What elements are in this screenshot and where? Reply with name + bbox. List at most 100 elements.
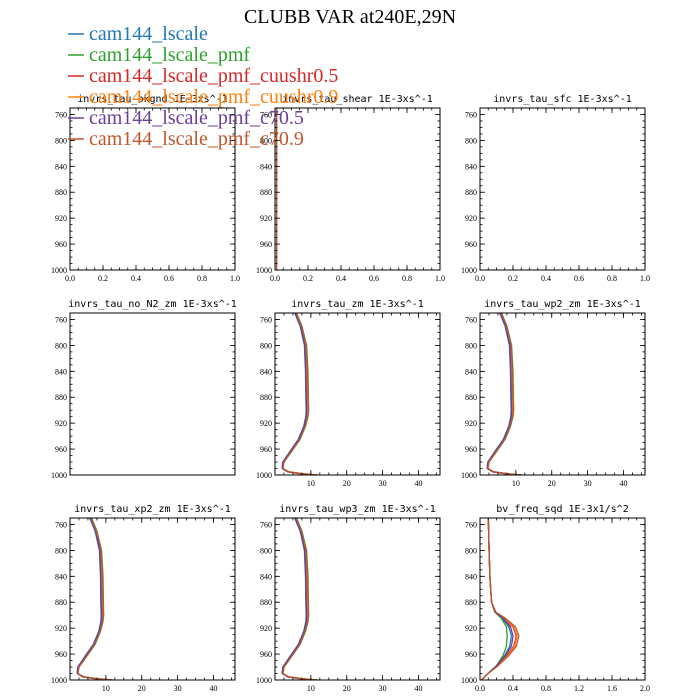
y-tick-label: 1000 [51, 676, 67, 685]
y-tick-label: 1000 [461, 471, 477, 480]
y-tick-label: 800 [465, 546, 477, 555]
x-tick-label: 0.6 [369, 274, 379, 283]
y-tick-label: 960 [55, 445, 67, 454]
series-line [486, 313, 522, 475]
panel: invrs_tau_wp2_zm 1E-3xs^-1 760 800 840 880 92… [461, 299, 646, 488]
y-tick-label: 840 [55, 162, 67, 171]
x-tick-label: 10 [512, 479, 520, 488]
x-tick-label: 0.8 [607, 274, 617, 283]
y-tick-label: 800 [260, 136, 272, 145]
series-line [76, 518, 111, 680]
y-tick-label: 840 [55, 572, 67, 581]
series-line [281, 313, 316, 475]
series-line [281, 313, 315, 475]
series-line [481, 518, 508, 680]
y-tick-label: 800 [465, 341, 477, 350]
y-tick-label: 840 [465, 162, 477, 171]
x-tick-label: 0.8 [197, 274, 207, 283]
series-line [76, 518, 111, 680]
y-tick-label: 920 [465, 624, 477, 633]
x-tick-label: 40 [414, 684, 422, 693]
series-line [486, 313, 521, 475]
series-group [281, 313, 319, 475]
x-tick-label: 10 [307, 684, 315, 693]
y-tick-label: 880 [260, 188, 272, 197]
panel-title: invrs_tau_wp3_zm 1E-3xs^-1 [279, 504, 436, 515]
series-line [281, 518, 316, 680]
y-tick-label: 920 [465, 214, 477, 223]
panel-title: invrs_tau_zm 1E-3xs^-1 [291, 299, 423, 310]
legend-label: cam144_lscale_pmf_cuushr0.9 [89, 86, 338, 108]
y-tick-label: 800 [55, 341, 67, 350]
panel-grid: invrs_tau_bkgnd 1E-3xs^-1 760 800 840 880 920… [51, 94, 650, 693]
panel: invrs_tau_xp2_zm 1E-3xs^-1 760 800 840 880 92… [51, 504, 236, 693]
y-tick-label: 960 [465, 445, 477, 454]
y-tick-label: 840 [465, 572, 477, 581]
x-tick-label: 40 [414, 479, 422, 488]
y-tick-label: 840 [260, 367, 272, 376]
y-tick-label: 840 [260, 162, 272, 171]
x-tick-label: 1.2 [574, 684, 584, 693]
legend-label: cam144_lscale_pmf_c70.5 [89, 107, 304, 129]
y-tick-label: 760 [465, 520, 477, 529]
plot-frame [69, 517, 236, 681]
legend-label: cam144_lscale_pmf_c70.9 [89, 128, 304, 150]
series-group [486, 313, 524, 475]
y-tick-label: 920 [55, 419, 67, 428]
series-line [77, 518, 114, 680]
y-tick-label: 920 [55, 624, 67, 633]
y-tick-label: 760 [465, 315, 477, 324]
y-tick-label: 1000 [256, 676, 272, 685]
series-group [76, 518, 114, 680]
series-line [487, 313, 524, 475]
x-tick-label: 0.4 [508, 684, 518, 693]
y-tick-label: 960 [260, 240, 272, 249]
series-line [486, 313, 520, 475]
y-tick-label: 1000 [51, 471, 67, 480]
y-tick-label: 880 [260, 598, 272, 607]
series-line [281, 313, 316, 475]
panel: invrs_tau_wp3_zm 1E-3xs^-1 760 800 840 880 92… [256, 504, 441, 693]
plot-frame [274, 517, 441, 681]
y-tick-label: 1000 [461, 676, 477, 685]
y-tick-label: 960 [55, 650, 67, 659]
x-tick-label: 20 [548, 479, 556, 488]
x-tick-label: 0.0 [65, 274, 75, 283]
y-tick-label: 760 [55, 315, 67, 324]
y-tick-label: 800 [260, 546, 272, 555]
x-tick-label: 40 [209, 684, 217, 693]
y-tick-label: 800 [55, 546, 67, 555]
y-tick-label: 880 [55, 188, 67, 197]
series-group [481, 518, 520, 680]
series-line [481, 518, 520, 680]
y-tick-label: 960 [465, 240, 477, 249]
y-tick-label: 920 [465, 419, 477, 428]
legend-label: cam144_lscale [89, 23, 208, 45]
x-tick-label: 20 [138, 684, 146, 693]
y-tick-label: 960 [465, 650, 477, 659]
series-line [481, 518, 518, 680]
series-line [282, 313, 318, 475]
y-tick-label: 920 [55, 214, 67, 223]
y-tick-label: 1000 [51, 266, 67, 275]
plot-frame [479, 107, 646, 271]
series-line [282, 518, 319, 680]
y-tick-label: 920 [260, 419, 272, 428]
x-tick-label: 0.4 [131, 274, 141, 283]
y-tick-label: 880 [465, 598, 477, 607]
y-tick-label: 760 [260, 520, 272, 529]
y-tick-label: 800 [55, 136, 67, 145]
series-line [77, 518, 113, 680]
y-tick-label: 800 [465, 136, 477, 145]
y-tick-label: 960 [260, 650, 272, 659]
x-tick-label: 30 [584, 479, 592, 488]
x-tick-label: 1.0 [435, 274, 445, 283]
series-line [76, 518, 110, 680]
y-tick-label: 1000 [256, 471, 272, 480]
series-line [487, 313, 523, 475]
y-tick-label: 960 [55, 240, 67, 249]
y-tick-label: 880 [465, 188, 477, 197]
panel: invrs_tau_bkgnd 1E-3xs^-1 760 800 840 880 920… [51, 94, 240, 283]
x-tick-label: 30 [379, 684, 387, 693]
